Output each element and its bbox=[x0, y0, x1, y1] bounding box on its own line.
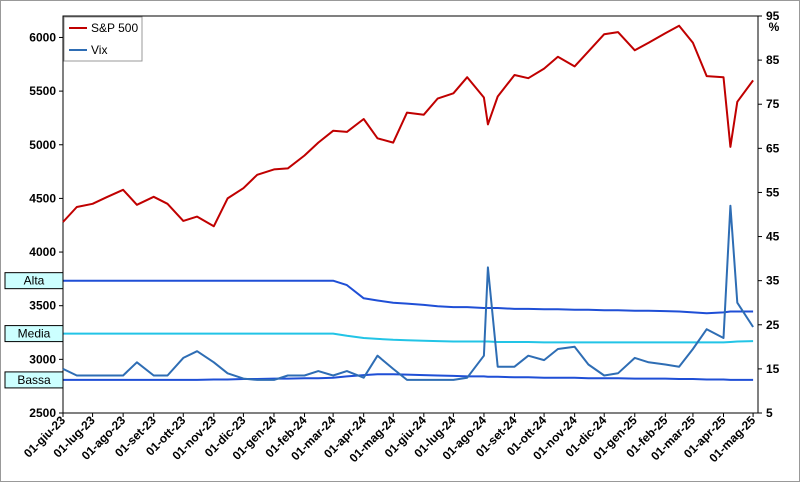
band-label: Bassa bbox=[17, 373, 51, 387]
y-tick-label: 6000 bbox=[29, 30, 56, 44]
band-line bbox=[63, 279, 754, 315]
y2-unit: % bbox=[769, 20, 780, 34]
y-tick-label: 4000 bbox=[29, 245, 56, 259]
y2-tick-label: 95 bbox=[766, 9, 780, 23]
y2-tick-label: 45 bbox=[766, 230, 780, 244]
y2-tick-label: 5 bbox=[766, 406, 773, 420]
band-label: Media bbox=[18, 327, 51, 341]
y2-tick-label: 85 bbox=[766, 53, 780, 67]
legend-box bbox=[63, 16, 143, 62]
y2-tick-label: 35 bbox=[766, 274, 780, 288]
y-tick-label: 5000 bbox=[29, 138, 56, 152]
y-tick-label: 3000 bbox=[29, 352, 56, 366]
y2-tick-label: 15 bbox=[766, 362, 780, 376]
band-line bbox=[63, 373, 754, 381]
legend-label: Vix bbox=[91, 43, 107, 57]
y2-tick-label: 25 bbox=[766, 318, 780, 332]
band-line bbox=[63, 332, 754, 344]
series-line bbox=[62, 24, 754, 228]
series-line bbox=[62, 204, 754, 381]
band-label-box bbox=[4, 272, 64, 290]
y-tick-label: 5500 bbox=[29, 84, 56, 98]
y2-tick-label: 75 bbox=[766, 97, 780, 111]
y2-tick-label: 65 bbox=[766, 141, 780, 155]
band-label-box bbox=[4, 371, 64, 389]
band-label: Alta bbox=[24, 274, 45, 288]
y-tick-label: 2500 bbox=[29, 406, 56, 420]
y-tick-label: 4500 bbox=[29, 191, 56, 205]
plot-frame bbox=[62, 15, 759, 414]
legend: S&P 500 Vix bbox=[63, 16, 143, 62]
y2-tick-label: 55 bbox=[766, 185, 780, 199]
band-label-box bbox=[4, 325, 64, 343]
legend-label: S&P 500 bbox=[91, 21, 138, 35]
y-tick-label: 3500 bbox=[29, 299, 56, 313]
